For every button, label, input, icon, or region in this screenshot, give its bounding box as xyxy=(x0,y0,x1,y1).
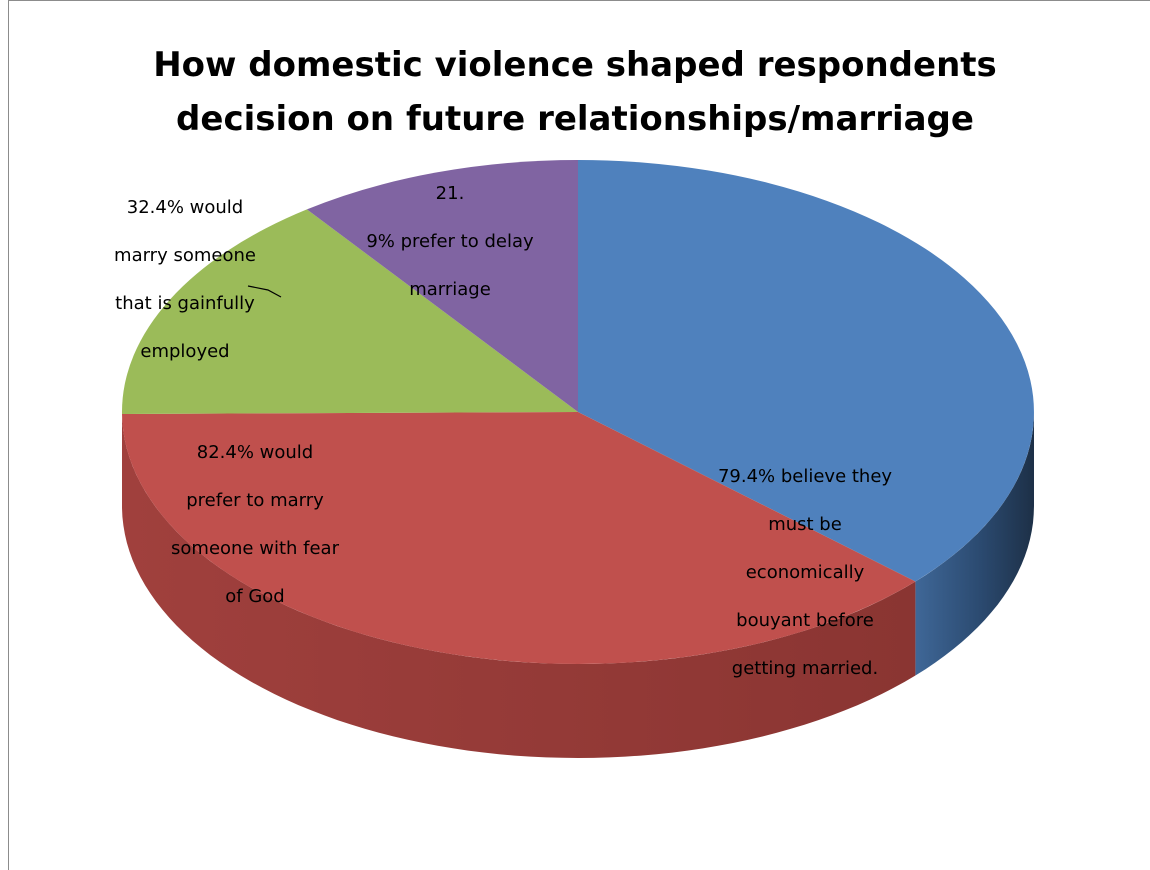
slice-label-line: bouyant before xyxy=(736,610,874,631)
pie-slices xyxy=(121,160,1034,664)
slice-label-line: marry someone xyxy=(114,245,256,266)
pie-slice-economically-bouyant-side xyxy=(915,412,1034,676)
pie-slice-delay-marriage xyxy=(306,160,578,412)
slice-label-line: 21. xyxy=(435,183,465,204)
slice-label-line: marriage xyxy=(409,279,491,300)
pie-slice-fear-of-god-side xyxy=(122,414,916,758)
slice-label-line: employed xyxy=(140,341,230,362)
chart-title-line-2: decision on future relationships/marriag… xyxy=(176,99,974,139)
slice-label-gainfully-employed: 32.4% would marry someone that is gainfu… xyxy=(85,172,285,364)
slice-label-economically-bouyant: 79.4% believe they must be economically … xyxy=(690,441,920,681)
chart-title: How domestic violence shaped respondents… xyxy=(0,38,1150,146)
label-leader-line xyxy=(247,285,282,298)
slice-label-line: of God xyxy=(225,586,285,607)
slice-label-line: prefer to marry xyxy=(186,490,324,511)
slice-label-line: getting married. xyxy=(731,658,879,679)
pie-side-walls xyxy=(122,412,1034,758)
slice-label-line: that is gainfully xyxy=(115,293,255,314)
chart-title-line-1: How domestic violence shaped respondents xyxy=(153,45,997,85)
pie-slice-economically-bouyant xyxy=(578,160,1034,582)
slice-label-line: economically xyxy=(745,562,865,583)
slice-label-delay-marriage: 21. 9% prefer to delay marriage xyxy=(360,158,540,302)
slice-label-line: someone with fear xyxy=(171,538,339,559)
pie-slice-fear-of-god xyxy=(122,412,916,664)
slice-label-fear-of-god: 82.4% would prefer to marry someone with… xyxy=(145,417,365,609)
slice-label-line: must be xyxy=(768,514,842,535)
slice-label-line: 79.4% believe they xyxy=(717,466,893,487)
slice-label-line: 9% prefer to delay xyxy=(366,231,534,252)
pie-slice-gainfully-employed xyxy=(121,209,578,414)
slice-label-line: 82.4% would xyxy=(196,442,314,463)
slice-label-line: 32.4% would xyxy=(126,197,244,218)
